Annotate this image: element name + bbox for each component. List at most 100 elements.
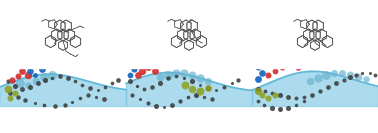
Point [134, 85, 140, 87]
Point [19, 70, 25, 72]
Point [325, 86, 331, 88]
Point [201, 96, 207, 98]
Point [323, 74, 329, 76]
Point [279, 66, 285, 68]
Point [42, 79, 48, 81]
Point [131, 68, 137, 70]
Point [261, 64, 267, 66]
Point [255, 78, 261, 80]
Point [9, 79, 15, 81]
Point [197, 90, 203, 92]
Point [173, 75, 179, 77]
Point [127, 80, 133, 82]
Point [255, 100, 261, 102]
Point [213, 89, 219, 91]
Point [287, 64, 293, 66]
Point [265, 74, 271, 76]
Point [177, 100, 183, 102]
Point [165, 74, 171, 76]
Point [165, 77, 171, 79]
Point [359, 72, 365, 74]
Point [52, 105, 58, 107]
Point [25, 84, 31, 86]
Point [5, 88, 11, 90]
Point [301, 96, 307, 98]
Point [353, 74, 359, 76]
Point [157, 82, 163, 84]
Point [85, 94, 91, 96]
Point [69, 101, 75, 103]
Point [49, 77, 55, 79]
Point [145, 62, 151, 64]
Point [15, 75, 21, 77]
Point [205, 80, 211, 82]
Point [153, 64, 159, 66]
Point [101, 98, 107, 100]
Point [363, 78, 369, 80]
Point [41, 76, 47, 78]
Point [262, 90, 268, 92]
Point [49, 74, 55, 76]
Point [333, 82, 339, 84]
Point [12, 85, 18, 87]
Point [152, 70, 158, 72]
Point [259, 72, 265, 74]
Point [65, 77, 71, 79]
Point [331, 72, 337, 74]
Point [301, 100, 307, 102]
Point [285, 96, 291, 98]
Point [235, 79, 241, 81]
Point [109, 82, 115, 84]
Point [139, 70, 145, 72]
Point [141, 88, 147, 90]
Point [5, 80, 11, 82]
Point [41, 104, 47, 106]
Point [189, 88, 195, 90]
Point [145, 66, 151, 68]
Point [57, 75, 63, 77]
Point [185, 96, 191, 98]
Point [341, 79, 347, 81]
Point [293, 97, 299, 99]
Point [27, 86, 33, 88]
Point [87, 87, 93, 89]
Point [261, 104, 267, 106]
Point [161, 106, 167, 108]
Point [135, 74, 141, 76]
Point [272, 94, 278, 96]
Point [269, 92, 275, 94]
Point [347, 76, 353, 78]
Point [115, 79, 121, 81]
Point [181, 77, 187, 79]
Point [355, 76, 361, 78]
Point [153, 105, 159, 107]
Point [62, 104, 68, 106]
Point [137, 98, 143, 100]
Point [255, 66, 261, 68]
Point [265, 97, 271, 99]
Point [137, 64, 143, 66]
Point [285, 107, 291, 109]
Point [95, 89, 101, 91]
Point [315, 77, 321, 79]
Point [255, 60, 261, 62]
Point [293, 104, 299, 106]
Point [189, 74, 195, 76]
Point [77, 97, 83, 99]
Point [7, 92, 13, 94]
Point [221, 86, 227, 88]
Point [72, 80, 78, 82]
Point [7, 97, 13, 99]
Point [309, 94, 315, 96]
Point [255, 90, 261, 92]
Point [281, 58, 287, 60]
Point [372, 74, 378, 76]
Point [93, 96, 99, 98]
Point [317, 90, 323, 92]
Point [205, 87, 211, 89]
Point [27, 70, 33, 72]
Point [102, 86, 108, 88]
Point [181, 72, 187, 74]
Point [39, 68, 45, 70]
Point [12, 92, 18, 94]
